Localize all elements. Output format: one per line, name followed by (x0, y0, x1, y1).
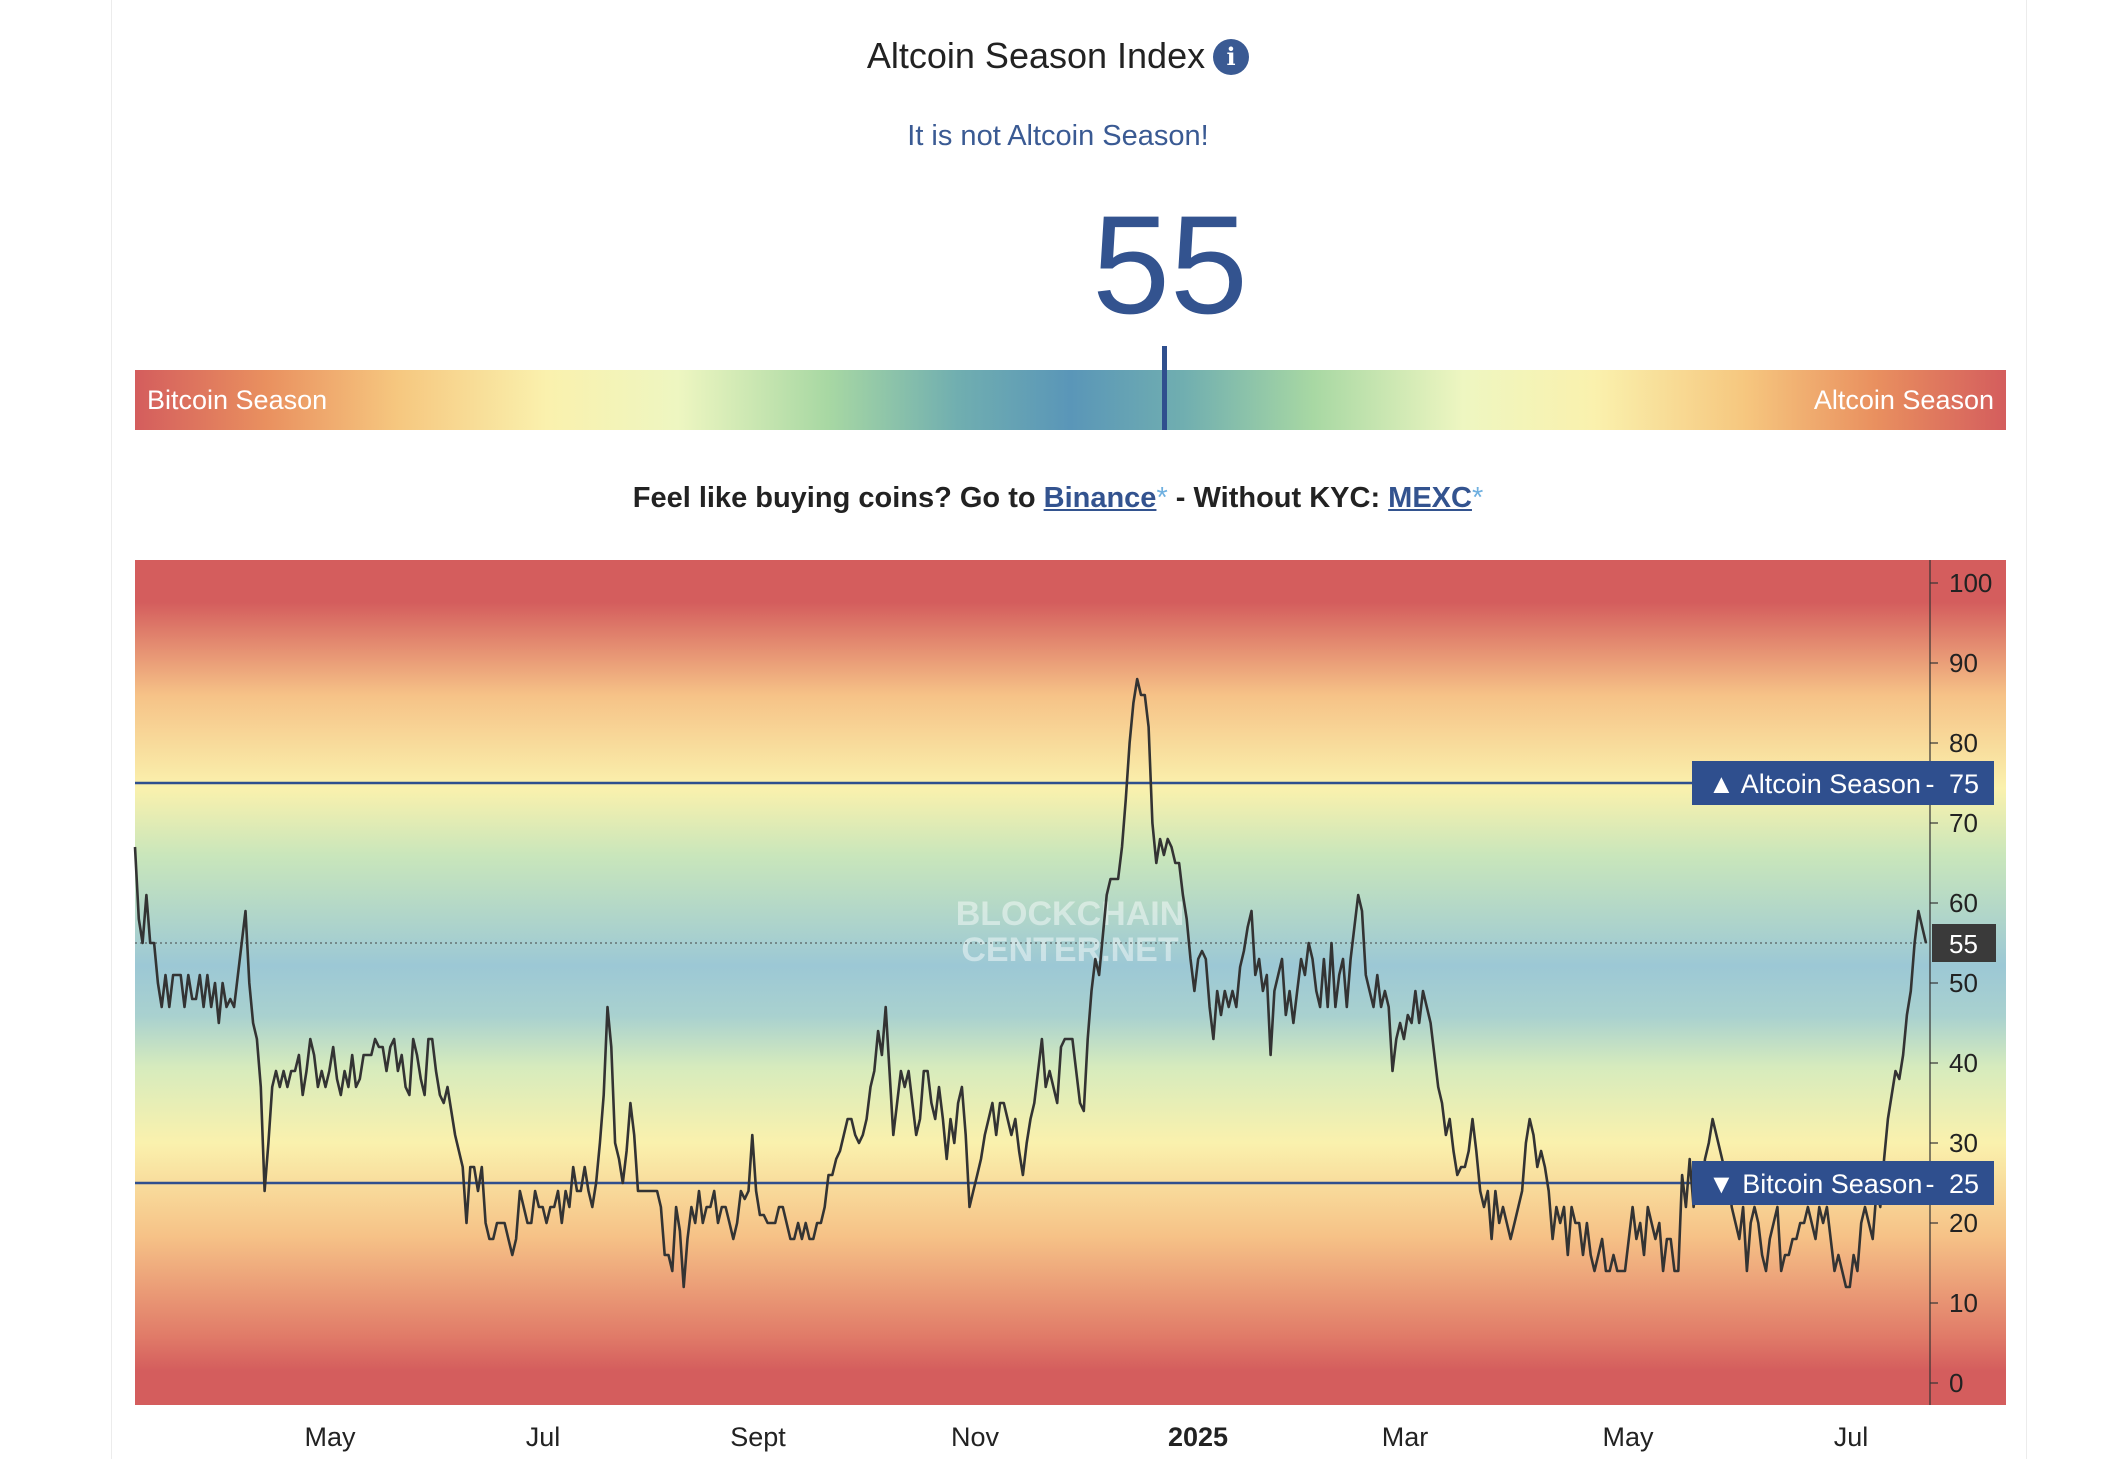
y-tick-label: 0 (1949, 1368, 1963, 1398)
x-axis-label: Mar (1382, 1422, 1429, 1452)
gauge-label-bitcoin-season: Bitcoin Season (147, 385, 328, 415)
y-tick-label: 80 (1949, 728, 1978, 758)
reference-label-box (1692, 761, 1994, 805)
chart-background-bands (135, 560, 2006, 1405)
y-tick-label: 40 (1949, 1048, 1978, 1078)
season-status-text: It is not Altcoin Season! (907, 120, 1209, 152)
mexc-star: * (1471, 482, 1484, 514)
binance-star: * (1156, 482, 1168, 514)
reference-label-value: 75 (1949, 769, 1979, 799)
index-value: 55 (1092, 186, 1248, 343)
y-tick-label: 30 (1949, 1128, 1978, 1158)
promo-prefix: Feel like buying coins? Go to (632, 482, 1044, 514)
chart-watermark: CENTER.NET (961, 931, 1178, 969)
binance-link[interactable]: Binance (1043, 482, 1157, 514)
season-gauge-bar: Bitcoin Season Altcoin Season (135, 370, 2006, 430)
y-tick-label: 10 (1949, 1288, 1978, 1318)
content-card (111, 0, 2027, 1459)
reference-label-dash: - (1926, 1169, 1935, 1199)
y-tick-label: 70 (1949, 808, 1978, 838)
x-axis-label: May (1602, 1422, 1654, 1452)
x-axis-label: Nov (951, 1422, 1000, 1452)
index-series-line (133, 677, 1928, 1289)
promo-middle: - Without KYC: (1167, 482, 1389, 514)
reference-label: ▲ Altcoin Season (1708, 769, 1921, 799)
promo-text: Feel like buying coins? Go to Binance* -… (0, 482, 2116, 515)
chart-watermark: BLOCKCHAIN (956, 895, 1185, 933)
reference-label-box (1692, 1161, 1994, 1205)
x-axis-label: Sept (730, 1422, 786, 1452)
x-axis-label: Jul (526, 1422, 561, 1452)
gauge-value-marker (1161, 346, 1167, 430)
mexc-link[interactable]: MEXC (1388, 482, 1472, 514)
page-title: Altcoin Season Index (866, 35, 1206, 76)
y-tick-label: 50 (1949, 968, 1978, 998)
reference-label-dash: - (1926, 769, 1935, 799)
y-tick-label: 100 (1949, 568, 1992, 598)
reference-label-value: 25 (1949, 1169, 1979, 1199)
x-axis-label: Jul (1834, 1422, 1869, 1452)
current-value-label: 55 (1949, 929, 1978, 959)
title-row: Altcoin Season Index i (0, 30, 2116, 82)
gauge-label-altcoin-season: Altcoin Season (1813, 385, 1994, 415)
y-tick-label: 60 (1949, 888, 1978, 918)
x-axis-label: 2025 (1168, 1422, 1228, 1452)
current-value-box (1932, 924, 1996, 962)
y-tick-label: 20 (1949, 1208, 1978, 1238)
reference-label: ▼ Bitcoin Season (1708, 1169, 1922, 1199)
info-icon[interactable]: i (1213, 39, 1250, 75)
y-tick-label: 90 (1949, 648, 1978, 678)
x-axis-label: May (304, 1422, 356, 1452)
